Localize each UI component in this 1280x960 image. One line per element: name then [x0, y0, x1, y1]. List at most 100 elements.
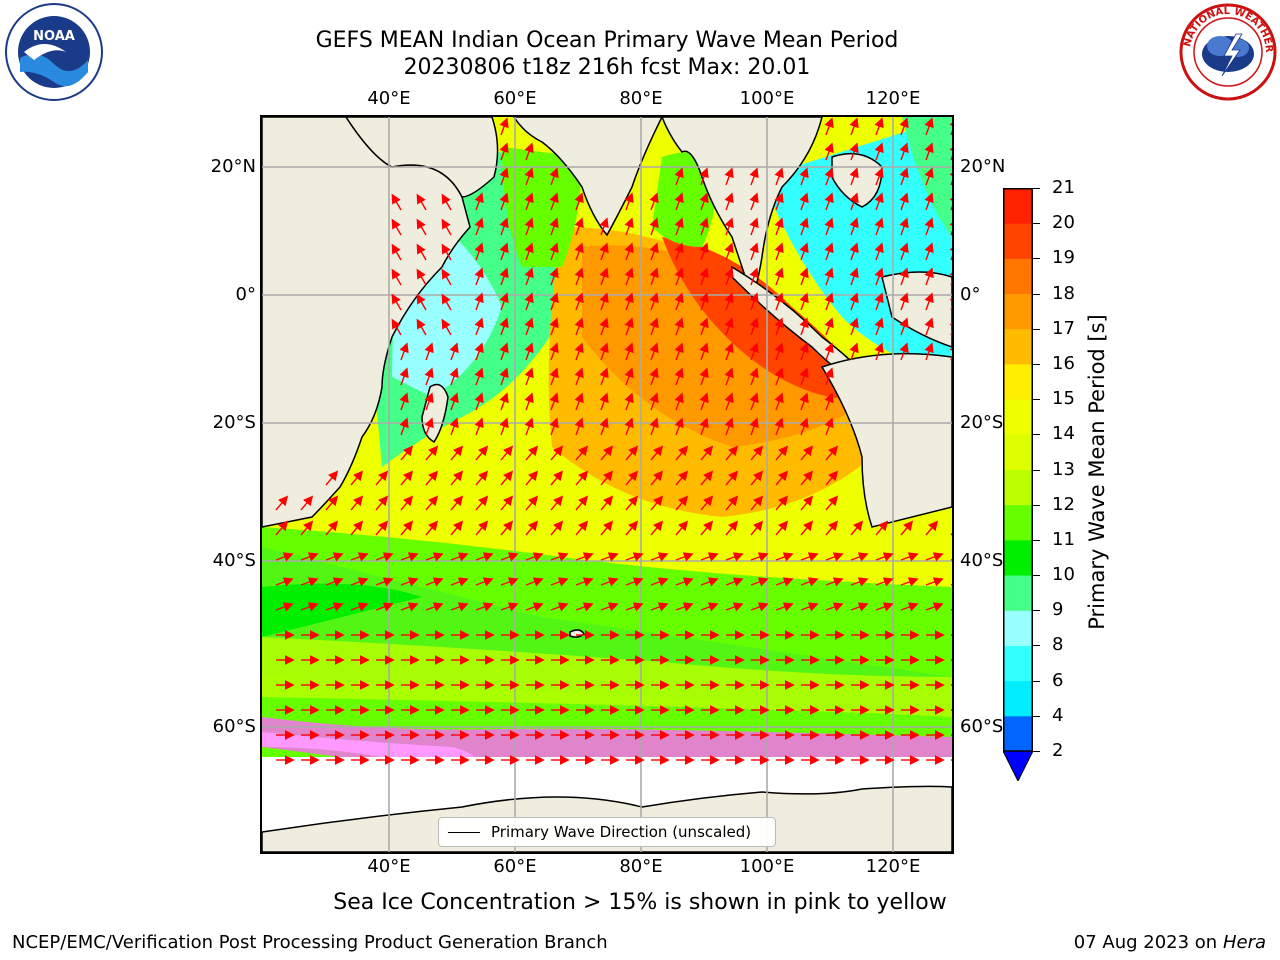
colorbar-segment	[1003, 399, 1033, 435]
wave-direction-arrow	[449, 392, 459, 411]
wave-direction-arrow	[899, 342, 909, 361]
wave-direction-arrow	[799, 342, 809, 361]
wave-direction-arrow	[699, 342, 709, 361]
wave-direction-arrow	[375, 577, 394, 587]
wave-direction-arrow	[416, 268, 427, 286]
wave-direction-arrow	[300, 577, 319, 587]
wave-direction-arrow	[499, 242, 509, 261]
wave-direction-arrow	[400, 520, 414, 536]
wave-direction-arrow	[391, 318, 402, 336]
wave-direction-arrow	[825, 520, 839, 536]
wave-direction-arrow	[400, 552, 419, 562]
wave-direction-arrow	[700, 602, 719, 612]
wave-direction-arrow	[625, 577, 644, 587]
wave-direction-arrow	[325, 552, 344, 562]
wave-direction-arrow	[400, 445, 414, 461]
wave-direction-arrow	[549, 192, 559, 211]
wave-direction-arrow	[774, 242, 784, 261]
lon-tick-label-bottom: 100°E	[739, 856, 795, 877]
wave-direction-arrow	[575, 552, 594, 562]
colorbar-segment	[1003, 610, 1033, 646]
wave-direction-arrow	[774, 342, 784, 361]
wave-direction-arrow	[850, 602, 869, 612]
wave-direction-arrow	[749, 342, 759, 361]
wave-direction-arrow	[750, 577, 769, 587]
wave-direction-arrow	[649, 317, 659, 336]
wave-direction-arrow	[499, 342, 509, 361]
wave-direction-arrow	[450, 577, 469, 587]
wave-direction-arrow	[475, 520, 489, 536]
wave-direction-arrow	[600, 577, 619, 587]
wave-direction-arrow	[416, 293, 427, 311]
wave-direction-arrow	[475, 602, 494, 612]
wave-direction-arrow	[949, 242, 952, 261]
wave-direction-arrow	[550, 520, 564, 536]
wave-direction-arrow	[524, 417, 534, 436]
wave-direction-arrow	[524, 292, 534, 311]
noaa-logo: NOAA	[5, 3, 103, 101]
lat-tick-label-right: 0°	[960, 284, 981, 305]
wave-direction-arrow	[824, 367, 834, 386]
wave-direction-arrow	[599, 417, 609, 436]
lat-tick-label-right: 60°S	[960, 716, 1004, 737]
wave-direction-arrow	[375, 552, 394, 562]
lat-tick-label-left: 20°N	[210, 156, 256, 177]
wave-direction-arrow	[400, 602, 419, 612]
wave-direction-arrow	[525, 577, 544, 587]
colorbar-tick-label: 16	[1052, 352, 1075, 374]
wave-direction-arrow	[899, 142, 909, 161]
wave-direction-arrow	[350, 495, 364, 511]
wave-direction-arrow	[625, 495, 639, 511]
wave-direction-arrow	[824, 167, 834, 186]
colorbar-tick-mark	[1033, 399, 1040, 401]
wave-direction-arrow	[300, 552, 319, 562]
colorbar-tick-mark	[1033, 680, 1040, 682]
wave-direction-arrow	[949, 342, 952, 361]
colorbar-tick-label: 19	[1052, 247, 1075, 269]
wave-direction-arrow	[574, 242, 584, 261]
wave-direction-arrow	[325, 602, 344, 612]
wave-direction-arrow	[425, 602, 444, 612]
wave-direction-arrow	[375, 495, 389, 511]
wave-direction-arrow	[900, 577, 919, 587]
wave-direction-arrow	[500, 445, 514, 461]
wave-direction-arrow	[599, 317, 609, 336]
wave-direction-arrow	[800, 495, 814, 511]
colorbar-tick-label: 21	[1052, 177, 1075, 198]
wave-direction-arrow	[699, 267, 709, 286]
wave-direction-arrow	[700, 470, 714, 486]
wave-direction-arrow	[824, 267, 834, 286]
wave-direction-arrow	[524, 217, 534, 236]
wave-direction-arrow	[474, 267, 484, 286]
wave-direction-arrow	[416, 243, 427, 261]
lon-tick-label-top: 80°E	[619, 88, 663, 109]
lon-tick-label-top: 60°E	[493, 88, 537, 109]
wave-direction-arrow	[874, 292, 884, 311]
wave-direction-arrow	[650, 470, 664, 486]
wave-direction-arrow	[499, 392, 509, 411]
wave-direction-arrow	[500, 552, 519, 562]
wave-direction-arrow	[499, 117, 509, 136]
wave-direction-arrow	[899, 292, 909, 311]
lat-tick-label-left: 60°S	[212, 716, 256, 737]
wave-direction-arrow	[600, 520, 614, 536]
wave-direction-arrow	[849, 117, 859, 136]
wave-direction-arrow	[924, 217, 934, 236]
lon-tick-label-bottom: 60°E	[493, 856, 537, 877]
wave-direction-arrow	[849, 242, 859, 261]
wave-direction-arrow	[574, 417, 584, 436]
colorbar-tick-mark	[1033, 469, 1040, 471]
wave-direction-arrow	[474, 392, 484, 411]
wave-direction-arrow	[800, 552, 819, 562]
wave-direction-arrow	[675, 445, 689, 461]
wave-direction-arrow	[849, 192, 859, 211]
wave-direction-arrow	[399, 342, 409, 361]
wave-direction-arrow	[325, 577, 344, 587]
wave-direction-arrow	[775, 445, 789, 461]
wave-direction-arrow	[424, 417, 434, 436]
wave-direction-arrow	[399, 392, 409, 411]
wave-direction-arrow	[800, 577, 819, 587]
wave-direction-arrow	[649, 267, 659, 286]
chart-subtitle: 20230806 t18z 216h fcst Max: 20.01	[403, 55, 811, 80]
wave-direction-arrow	[824, 292, 834, 311]
